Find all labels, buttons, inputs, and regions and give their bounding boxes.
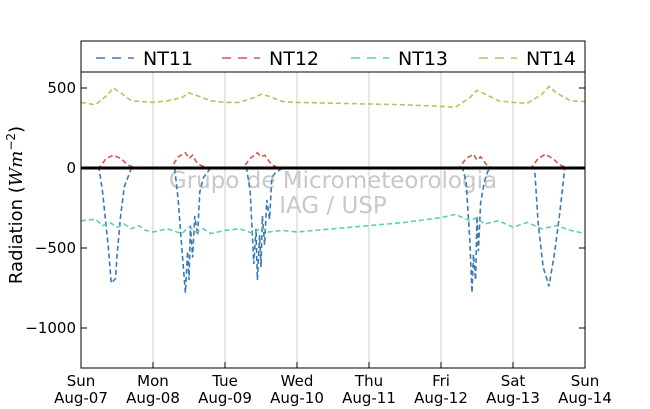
legend-label-nt14: NT14 [526, 48, 576, 70]
x-tick-label-date-1: Aug-08 [126, 389, 180, 407]
legend-label-nt11: NT11 [143, 48, 193, 70]
y-tick-label-3: −1000 [25, 319, 76, 337]
legend-box [80, 40, 586, 73]
watermark: Grupo de Micrometeorologia IAG / USP [169, 168, 497, 219]
series-line-nt12 [81, 151, 585, 169]
x-tick-label-date-2: Aug-09 [198, 389, 252, 407]
y-axis-label-exponent: −2 [4, 133, 18, 151]
x-tick-label-date-0: Aug-07 [54, 389, 108, 407]
x-tick-label-date-7: Aug-14 [558, 389, 612, 407]
legend-label-nt13: NT13 [398, 48, 448, 70]
y-axis: 500 0 −500 −1000 [25, 79, 585, 337]
x-tick-label-date-3: Aug-10 [270, 389, 324, 407]
y-axis-label: Radiation (Wm−2) [4, 126, 27, 284]
plot-border [80, 71, 586, 369]
x-tick-label-day-7: Sun [571, 372, 600, 390]
x-tick-label-day-2: Tue [211, 372, 238, 390]
x-axis: SunAug-07MonAug-08TueAug-09WedAug-10ThuA… [54, 362, 612, 407]
y-axis-label-unit: Wm [6, 151, 27, 187]
plot-frame [80, 71, 586, 369]
x-tick-label-day-1: Mon [137, 372, 169, 390]
x-tick-label-date-5: Aug-12 [414, 389, 468, 407]
x-tick-label-day-4: Thu [354, 372, 383, 390]
y-tick-label-2: −500 [35, 239, 76, 257]
legend: NT11 NT12 NT13 NT14 [80, 40, 586, 73]
x-tick-label-day-5: Fri [432, 372, 450, 390]
legend-label-nt12: NT12 [269, 48, 319, 70]
grid-layer [152, 72, 514, 368]
y-tick-label-1: 0 [66, 159, 76, 177]
series-layer [80, 85, 586, 293]
x-tick-label-day-3: Wed [281, 372, 314, 390]
watermark-line-2: IAG / USP [279, 193, 387, 219]
y-axis-label-close: ) [6, 126, 27, 133]
x-tick-label-date-6: Aug-13 [486, 389, 540, 407]
y-axis-label-text: Radiation ( [6, 186, 27, 284]
y-tick-label-0: 500 [47, 79, 76, 97]
x-tick-label-day-6: Sat [501, 372, 526, 390]
series-line-nt13 [80, 213, 586, 235]
x-tick-label-day-0: Sun [67, 372, 96, 390]
series-line-nt14 [80, 85, 586, 109]
x-tick-label-date-4: Aug-11 [342, 389, 396, 407]
watermark-line-1: Grupo de Micrometeorologia [169, 168, 497, 194]
